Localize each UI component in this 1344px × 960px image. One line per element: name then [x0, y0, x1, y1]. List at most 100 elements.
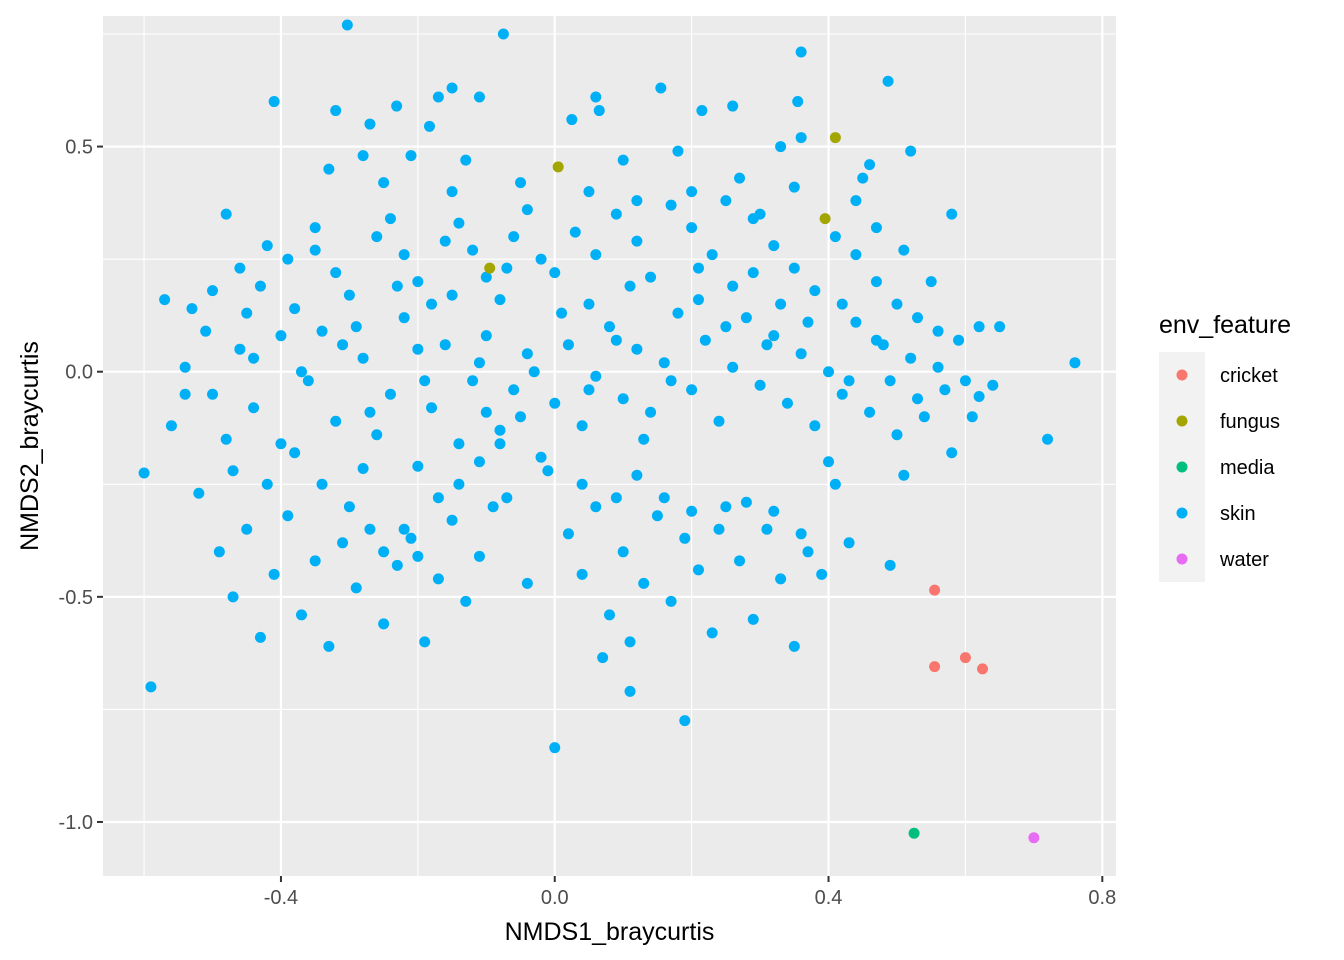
point-skin: [357, 352, 369, 364]
point-skin: [720, 195, 732, 207]
point-skin: [918, 411, 930, 423]
point-skin: [686, 505, 698, 517]
point-skin: [275, 330, 287, 342]
point-skin: [165, 420, 177, 432]
point-skin: [617, 393, 629, 405]
legend-label-skin: skin: [1220, 503, 1256, 525]
point-skin: [884, 375, 896, 387]
point-skin: [816, 568, 828, 580]
point-skin: [350, 321, 362, 333]
point-water: [1028, 832, 1040, 844]
point-skin: [576, 478, 588, 490]
x-tick-label: -0.4: [264, 887, 298, 909]
point-skin: [207, 285, 219, 297]
point-skin: [316, 478, 328, 490]
point-skin: [384, 388, 396, 400]
point-skin: [658, 492, 670, 504]
point-skin: [316, 325, 328, 337]
point-skin: [932, 361, 944, 373]
point-skin: [549, 397, 561, 409]
point-skin: [549, 742, 561, 754]
point-skin: [925, 276, 937, 288]
point-skin: [487, 501, 499, 513]
point-skin: [624, 636, 636, 648]
y-tick-label: 0.5: [65, 137, 93, 159]
point-skin: [330, 105, 342, 117]
point-skin: [665, 199, 677, 211]
point-skin: [159, 294, 171, 306]
point-skin: [446, 186, 458, 198]
point-skin: [364, 406, 376, 418]
point-skin: [857, 172, 869, 184]
point-skin: [946, 208, 958, 220]
point-skin: [864, 406, 876, 418]
point-skin: [473, 91, 485, 103]
point-skin: [597, 652, 609, 664]
point-skin: [836, 388, 848, 400]
point-skin: [521, 204, 533, 216]
point-skin: [795, 132, 807, 144]
point-skin: [720, 321, 732, 333]
point-cricket: [977, 663, 989, 675]
point-skin: [590, 249, 602, 261]
point-skin: [645, 271, 657, 283]
point-skin: [480, 330, 492, 342]
point-skin: [384, 213, 396, 225]
point-skin: [497, 28, 509, 40]
point-skin: [515, 177, 527, 189]
y-tick-label: -1.0: [59, 812, 93, 834]
point-skin: [1042, 433, 1054, 445]
point-skin: [193, 487, 205, 499]
point-skin: [706, 627, 718, 639]
point-skin: [179, 361, 191, 373]
point-skin: [912, 312, 924, 324]
point-skin: [261, 240, 273, 252]
x-axis-ticks: -0.4 0.0 0.4 0.8: [264, 876, 1116, 909]
point-cricket: [929, 584, 941, 596]
point-skin: [494, 438, 506, 450]
point-skin: [220, 208, 232, 220]
point-skin: [453, 478, 465, 490]
point-skin: [829, 231, 841, 243]
point-skin: [788, 181, 800, 193]
point-skin: [378, 546, 390, 558]
point-skin: [282, 253, 294, 265]
point-skin: [282, 510, 294, 522]
point-skin: [268, 568, 280, 580]
point-skin: [446, 82, 458, 94]
point-skin: [836, 298, 848, 310]
point-skin: [391, 559, 403, 571]
point-skin: [515, 411, 527, 423]
point-skin: [467, 375, 479, 387]
point-skin: [734, 555, 746, 567]
point-skin: [706, 249, 718, 261]
legend-key-fungus: [1176, 415, 1188, 427]
point-skin: [987, 379, 999, 391]
point-skin: [207, 388, 219, 400]
x-tick-label: 0.4: [815, 887, 843, 909]
point-fungus: [829, 132, 841, 144]
point-skin: [569, 226, 581, 238]
data-points: [138, 19, 1081, 844]
point-skin: [740, 312, 752, 324]
point-skin: [412, 343, 424, 355]
y-axis-title: NMDS2_braycurtis: [16, 341, 44, 551]
point-skin: [426, 402, 438, 414]
point-skin: [254, 280, 266, 292]
point-skin: [734, 172, 746, 184]
point-skin: [932, 325, 944, 337]
point-skin: [460, 595, 472, 607]
point-skin: [432, 573, 444, 585]
point-skin: [391, 100, 403, 112]
point-skin: [898, 469, 910, 481]
point-skin: [378, 618, 390, 630]
point-skin: [727, 280, 739, 292]
point-skin: [638, 433, 650, 445]
point-skin: [405, 532, 417, 544]
point-skin: [651, 510, 663, 522]
point-skin: [378, 177, 390, 189]
point-skin: [494, 294, 506, 306]
point-skin: [364, 523, 376, 535]
point-skin: [1069, 357, 1081, 369]
point-skin: [549, 267, 561, 279]
